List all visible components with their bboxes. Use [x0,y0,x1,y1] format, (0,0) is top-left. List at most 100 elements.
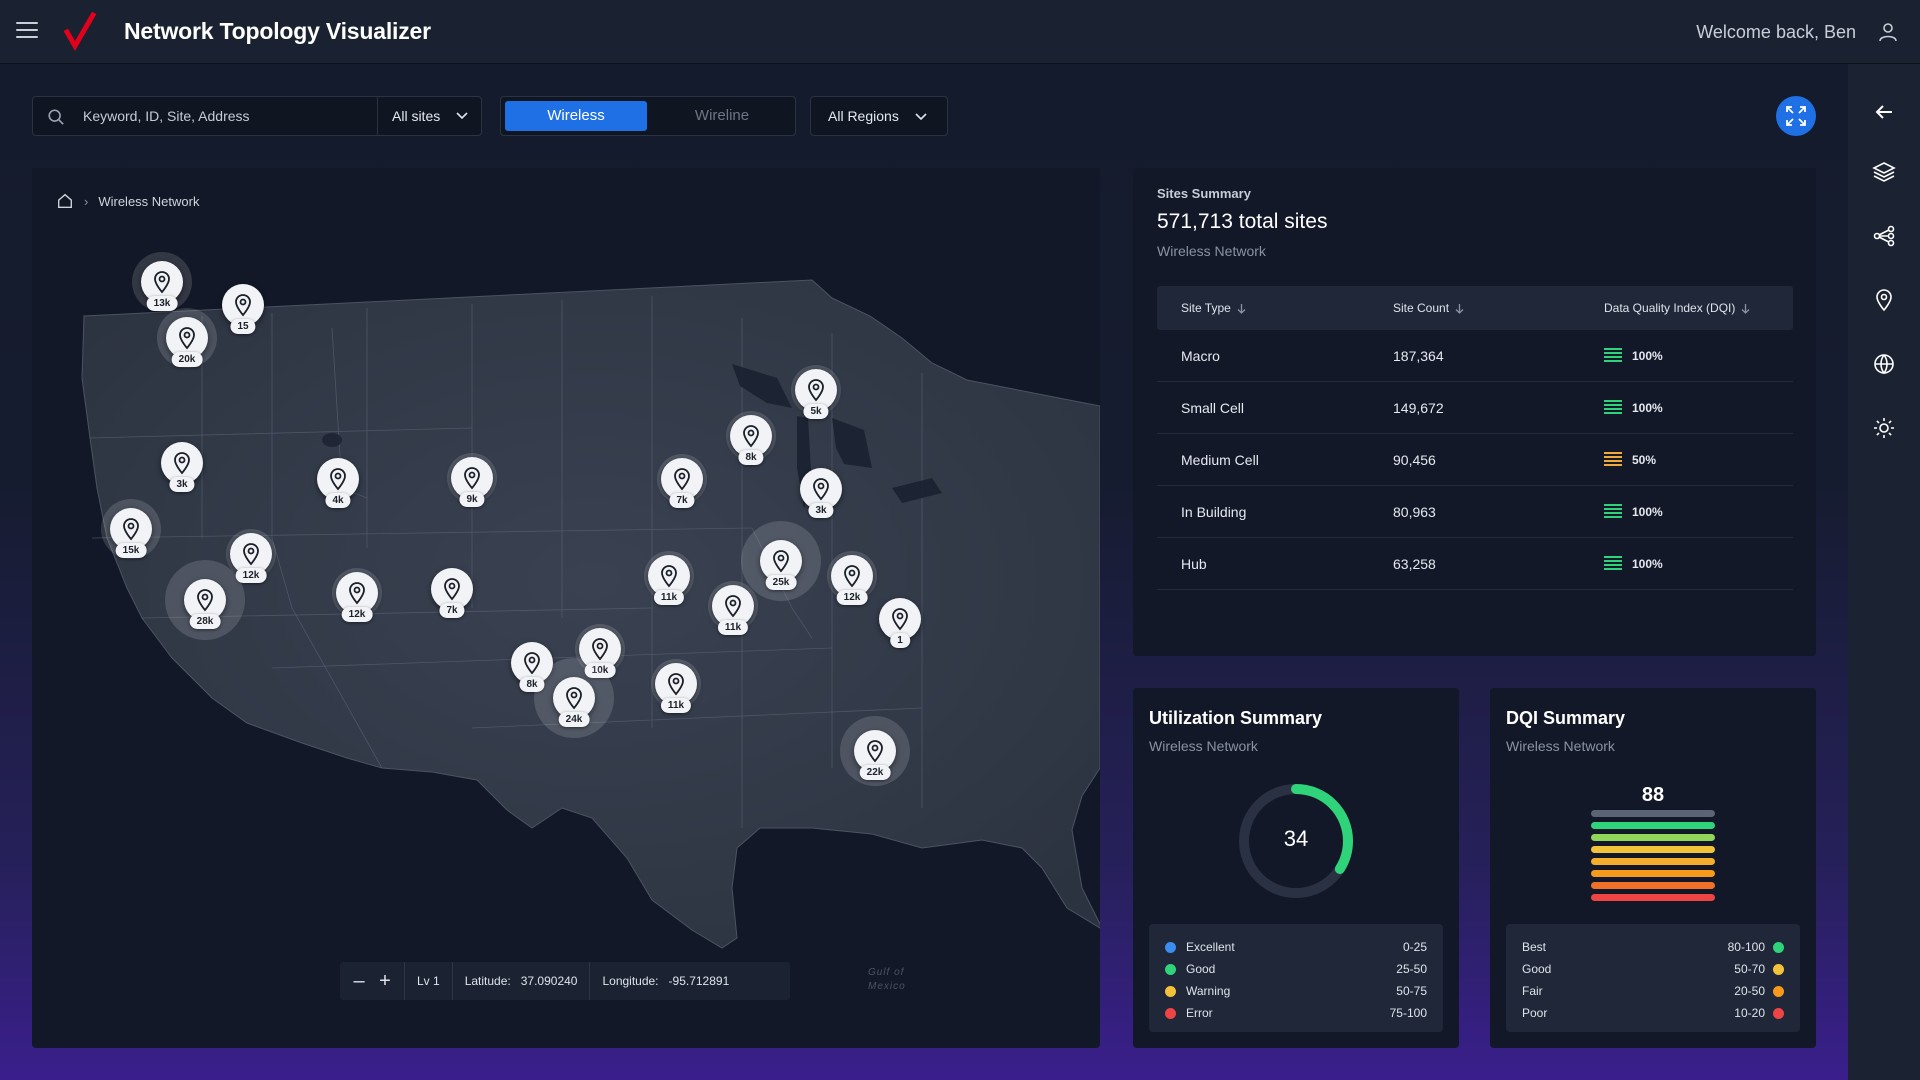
marker-count: 7k [669,493,695,508]
dqi-title: DQI Summary [1506,708,1626,728]
user-profile-icon[interactable] [1876,20,1900,44]
legend-range: 50-70 [1734,962,1765,976]
site-marker[interactable]: 7k [652,450,712,520]
hamburger-menu-icon[interactable] [16,22,38,40]
back-arrow-icon[interactable] [1872,100,1896,124]
site-marker[interactable]: 4k [308,450,368,520]
latitude-label: Latitude: [464,974,511,988]
site-marker[interactable]: 7k [422,560,482,630]
site-marker[interactable]: 9k [442,449,502,519]
zoom-in-button[interactable]: + [379,969,391,992]
site-marker[interactable]: 1 [870,590,930,660]
site-count-cell: 187,364 [1393,348,1444,364]
breadcrumb-current[interactable]: Wireless Network [98,193,200,209]
topology-icon[interactable] [1872,224,1896,248]
zoom-level: Lv 1 [417,974,440,988]
site-marker[interactable]: 11k [639,547,699,617]
sort-arrow-icon [1237,303,1246,314]
toggle-wireline[interactable]: Wireline [694,107,750,124]
marker-count: 20k [171,352,203,367]
legend-item: Fair 20-50 [1522,980,1784,1002]
layers-icon[interactable] [1872,160,1896,184]
regions-filter-value: All Regions [828,108,899,124]
table-row[interactable]: Macro 187,364 100% [1157,330,1793,382]
table-row[interactable]: Small Cell 149,672 100% [1157,382,1793,434]
sites-filter-dropdown[interactable]: All sites [377,97,483,135]
legend-range: 0-25 [1402,940,1427,954]
search-bar: All sites [32,96,482,136]
zoom-out-button[interactable]: – [353,969,365,992]
site-marker[interactable]: 22k [840,716,910,792]
legend-dot [1165,985,1176,997]
legend-item: Good 50-70 [1522,958,1784,980]
dqi-cell: 100% [1604,400,1663,416]
legend-range: 50-75 [1396,984,1427,998]
site-marker[interactable]: 15k [101,499,161,570]
legend-dot [1165,963,1176,975]
site-marker[interactable]: 13k [132,252,192,323]
utilization-gauge-arc [1239,784,1353,898]
brightness-icon[interactable] [1872,416,1896,440]
site-marker[interactable]: 12k [327,564,387,634]
marker-count: 12k [341,607,373,622]
right-tool-rail [1848,64,1920,1080]
dqi-bar-stack [1591,810,1715,906]
globe-icon[interactable] [1872,352,1896,376]
site-marker[interactable]: 10k [570,620,630,690]
sites-summary-subtitle: Wireless Network [1157,243,1266,259]
site-marker[interactable]: 11k [703,577,763,647]
column-header-site-count[interactable]: Site Count [1393,301,1464,315]
legend-label: Excellent [1186,940,1235,954]
legend-dot [1773,963,1784,975]
regions-filter-dropdown[interactable]: All Regions [810,96,948,136]
dqi-bar [1591,834,1715,841]
site-marker[interactable]: 24k [534,658,614,739]
sites-summary-kicker: Sites Summary [1157,186,1251,201]
site-marker[interactable]: 20k [157,308,217,379]
legend-item: Excellent 0-25 [1165,936,1427,958]
site-marker[interactable]: 3k [152,434,212,504]
column-header-dqi[interactable]: Data Quality Index (DQI) [1604,301,1750,315]
site-marker[interactable]: 8k [721,407,781,477]
site-type-cell: Medium Cell [1181,452,1259,468]
column-header-site-type[interactable]: Site Type [1181,301,1246,315]
site-marker[interactable]: 11k [646,655,706,725]
site-marker[interactable]: 15 [213,276,273,346]
table-row[interactable]: Hub 63,258 100% [1157,538,1793,590]
legend-label: Poor [1522,1006,1548,1020]
fullscreen-button[interactable] [1776,96,1816,136]
dqi-indicator-icon [1604,348,1622,364]
site-marker[interactable]: 12k [221,525,281,595]
us-map[interactable] [32,168,1100,1048]
dqi-cell: 100% [1604,504,1663,520]
site-marker[interactable]: 8k [502,634,562,704]
site-marker[interactable]: 25k [741,521,821,602]
map-controls-bar: – + Lv 1 Latitude: 37.090240 Longitude: … [340,962,790,1000]
toggle-wireless[interactable]: Wireless [505,101,647,131]
dqi-value: 100% [1632,401,1663,415]
marker-count: 8k [519,677,545,692]
marker-count: 8k [738,450,764,465]
dqi-value: 50% [1632,453,1657,467]
table-row[interactable]: In Building 80,963 100% [1157,486,1793,538]
marker-count: 4k [325,493,351,508]
water-body-label: Gulf of Mexico [868,966,906,994]
utilization-value: 34 [1283,826,1309,851]
map-pin-icon [161,442,203,484]
site-marker[interactable]: 3k [791,460,851,530]
chevron-down-icon [915,113,927,121]
marker-count: 3k [808,503,834,518]
home-icon[interactable] [56,192,74,210]
sites-summary-panel: Sites Summary 571,713 total sites Wirele… [1133,168,1816,656]
site-marker[interactable]: 28k [165,560,245,641]
table-row[interactable]: Medium Cell 90,456 50% [1157,434,1793,486]
site-marker[interactable]: 12k [822,547,882,617]
map-panel[interactable]: › Wireless Network 13k 15 20k 3k 15k 12k 28k 4k… [32,168,1100,1048]
sites-filter-value: All sites [392,108,441,124]
location-pin-icon[interactable] [1872,288,1896,312]
search-input[interactable] [83,105,403,127]
marker-count: 12k [836,590,868,605]
app-title: Network Topology Visualizer [124,18,431,44]
site-marker[interactable]: 5k [786,361,846,431]
latitude-value: 37.090240 [520,974,578,988]
